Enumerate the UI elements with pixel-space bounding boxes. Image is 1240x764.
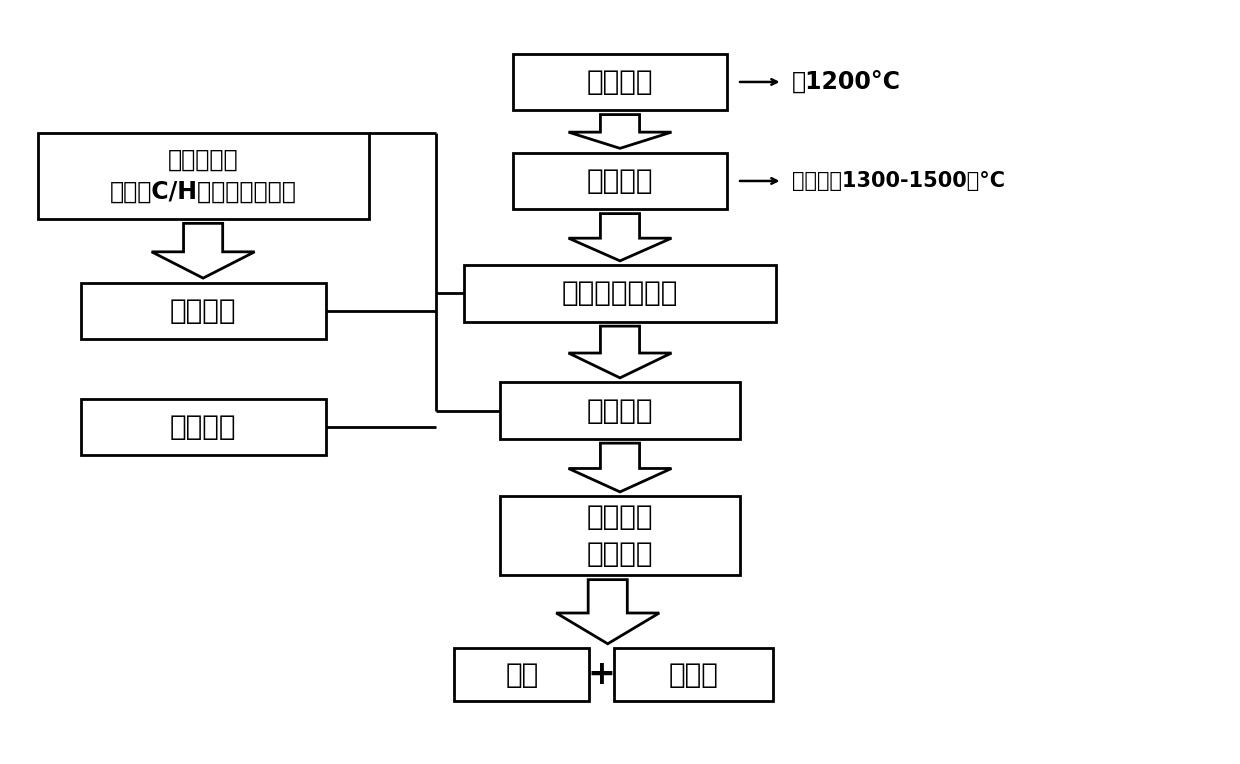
FancyBboxPatch shape xyxy=(464,265,776,322)
Text: 铜锍聚集: 铜锍聚集 xyxy=(587,397,653,425)
FancyBboxPatch shape xyxy=(501,497,739,575)
Polygon shape xyxy=(568,326,672,378)
Text: 气体输送: 气体输送 xyxy=(170,296,237,325)
Text: 铜锍: 铜锍 xyxy=(505,661,538,688)
Text: +: + xyxy=(588,658,615,691)
Text: 静置沉降
渣铜分离: 静置沉降 渣铜分离 xyxy=(587,503,653,568)
Text: 还原剂混合
（一定C/H比例的还原剂）: 还原剂混合 （一定C/H比例的还原剂） xyxy=(109,148,296,203)
FancyBboxPatch shape xyxy=(512,53,728,110)
FancyBboxPatch shape xyxy=(501,382,739,439)
Text: 贫化电炉: 贫化电炉 xyxy=(587,167,653,195)
Text: 熔融铜渣: 熔融铜渣 xyxy=(587,68,653,96)
Text: 贫化渣: 贫化渣 xyxy=(668,661,718,688)
Text: 约1200°C: 约1200°C xyxy=(792,70,901,94)
Polygon shape xyxy=(568,214,672,261)
Polygon shape xyxy=(151,223,254,278)
FancyBboxPatch shape xyxy=(455,649,589,701)
Text: 测吹搅拌: 测吹搅拌 xyxy=(170,413,237,441)
FancyBboxPatch shape xyxy=(37,133,368,219)
FancyBboxPatch shape xyxy=(81,283,326,339)
FancyBboxPatch shape xyxy=(81,399,326,455)
Polygon shape xyxy=(568,115,672,148)
FancyBboxPatch shape xyxy=(512,153,728,209)
Text: 熔渣选择性还原: 熔渣选择性还原 xyxy=(562,280,678,307)
Polygon shape xyxy=(557,580,660,644)
Polygon shape xyxy=(568,443,672,492)
Text: 加热至（1300-1500）°C: 加热至（1300-1500）°C xyxy=(792,171,1006,191)
FancyBboxPatch shape xyxy=(614,649,774,701)
